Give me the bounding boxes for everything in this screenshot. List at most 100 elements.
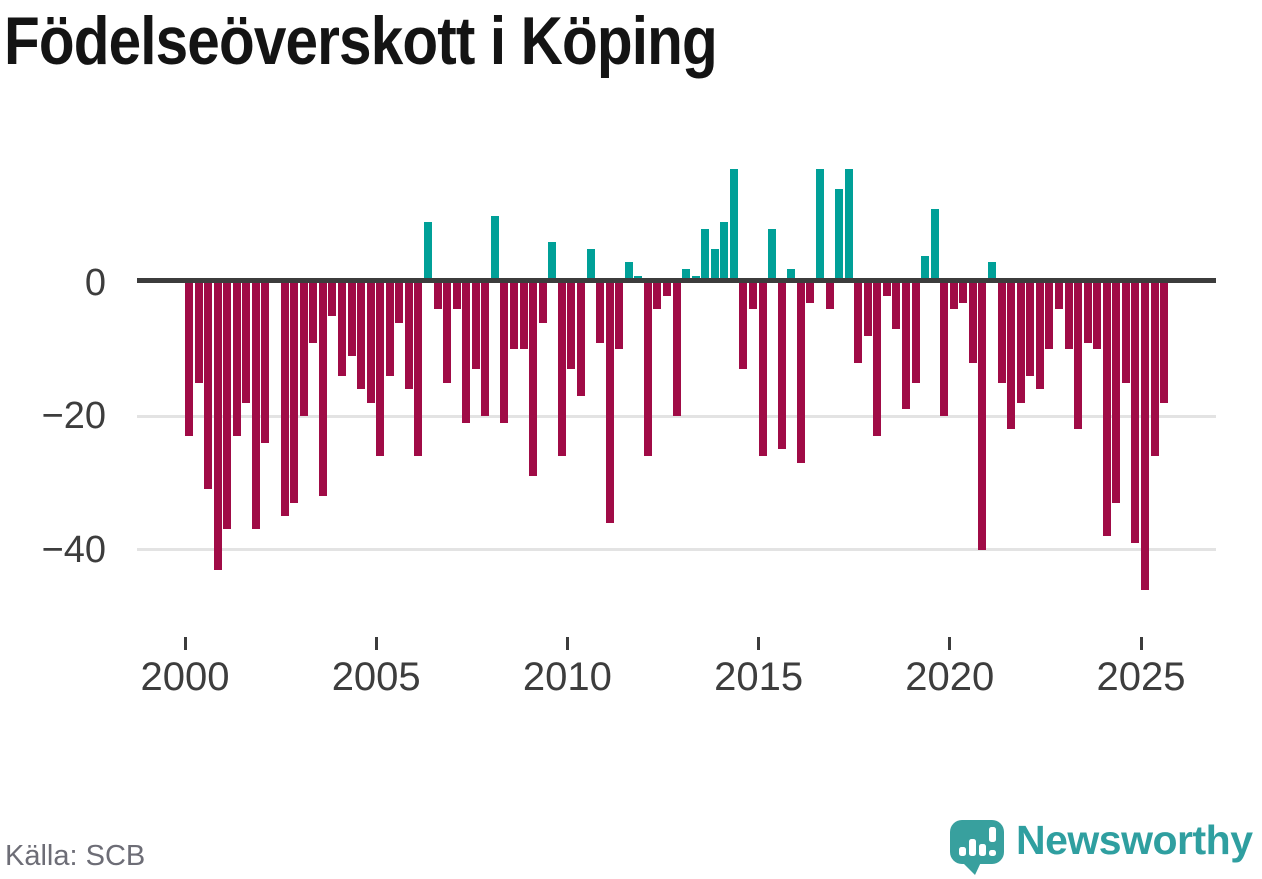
negative-bar	[290, 282, 299, 503]
positive-bar	[988, 262, 997, 283]
negative-bar	[318, 282, 327, 497]
negative-bar	[462, 282, 471, 423]
negative-bar	[452, 282, 461, 310]
negative-bar	[223, 282, 232, 530]
positive-bar	[682, 269, 691, 283]
negative-bar	[337, 282, 346, 376]
logo-exclamation-dot-icon	[989, 850, 996, 856]
positive-bar	[586, 249, 595, 283]
y-axis-tick-label: −20	[41, 395, 106, 437]
x-axis-tick-mark	[1139, 637, 1143, 650]
negative-bar	[366, 282, 375, 403]
positive-bar	[787, 269, 796, 283]
positive-bar	[624, 262, 633, 283]
negative-bar	[347, 282, 356, 356]
negative-bar	[395, 282, 404, 323]
negative-bar	[1093, 282, 1102, 350]
x-axis-tick-label: 2025	[1096, 655, 1186, 699]
negative-bar	[194, 282, 203, 383]
negative-bar	[500, 282, 509, 423]
x-axis-tick-label: 2015	[714, 655, 804, 699]
y-axis-tick-label: −40	[41, 528, 106, 571]
negative-bar	[443, 282, 452, 383]
positive-bar	[835, 189, 844, 283]
negative-bar	[1121, 282, 1130, 383]
negative-bar	[1150, 282, 1159, 457]
negative-bar	[911, 282, 920, 383]
negative-bar	[777, 282, 786, 450]
negative-bar	[510, 282, 519, 350]
negative-bar	[739, 282, 748, 370]
negative-bar	[882, 282, 891, 296]
negative-bar	[1035, 282, 1044, 390]
negative-bar	[663, 282, 671, 296]
negative-bar	[1074, 282, 1083, 430]
positive-bar	[815, 169, 824, 283]
negative-bar	[672, 282, 681, 416]
negative-bar	[385, 282, 394, 376]
positive-bar	[548, 242, 557, 283]
negative-bar	[471, 282, 480, 370]
negative-bar	[978, 282, 987, 550]
negative-bar	[758, 282, 767, 457]
negative-bar	[251, 282, 260, 530]
positive-bar	[921, 255, 930, 283]
newsworthy-chart-speech-bubble-icon	[950, 820, 1004, 864]
zero-axis-line	[137, 278, 1216, 283]
x-axis-tick-mark	[757, 637, 761, 650]
x-axis-tick-mark	[374, 637, 378, 650]
negative-bar	[1112, 282, 1121, 503]
negative-bar	[940, 282, 949, 416]
negative-bar	[796, 282, 805, 463]
negative-bar	[873, 282, 882, 437]
newsworthy-logo-text: Newsworthy	[1016, 817, 1253, 863]
negative-bar	[643, 282, 652, 457]
logo-exclamation-icon	[989, 827, 996, 842]
negative-bar	[357, 282, 366, 390]
positive-bar	[710, 249, 719, 283]
negative-bar	[1016, 282, 1025, 403]
negative-bar	[605, 282, 614, 523]
negative-bar	[1064, 282, 1073, 350]
negative-bar	[949, 282, 958, 310]
logo-speech-tail	[960, 860, 982, 875]
x-axis-tick-label: 2005	[331, 655, 421, 699]
negative-bar	[529, 282, 538, 477]
positive-bar	[844, 169, 853, 283]
negative-bar	[615, 282, 624, 350]
positive-bar	[720, 222, 729, 283]
negative-bar	[1141, 282, 1149, 590]
chart-title: Födelseöverskott i Köping	[4, 3, 718, 79]
negative-bar	[825, 282, 834, 310]
negative-bar	[280, 282, 289, 517]
x-axis-tick-mark	[565, 637, 569, 650]
negative-bar	[1131, 282, 1140, 543]
negative-bar	[213, 282, 222, 570]
y-axis-tick-label: 0	[84, 261, 106, 304]
negative-bar	[968, 282, 977, 363]
negative-bar	[309, 282, 318, 343]
negative-bar	[576, 282, 585, 396]
positive-bar	[729, 169, 738, 283]
positive-bar	[768, 229, 777, 283]
negative-bar	[902, 282, 910, 410]
negative-bar	[414, 282, 423, 457]
negative-bar	[232, 282, 241, 437]
negative-bar	[204, 282, 213, 490]
negative-bar	[404, 282, 413, 390]
negative-bar	[1026, 282, 1035, 376]
negative-bar	[567, 282, 576, 370]
negative-bar	[519, 282, 528, 350]
negative-bar	[596, 282, 605, 343]
negative-bar	[1045, 282, 1054, 350]
negative-bar	[1160, 282, 1169, 403]
x-axis-tick-label: 2000	[140, 655, 230, 699]
x-axis-tick-label: 2010	[522, 655, 612, 699]
negative-bar	[538, 282, 547, 323]
negative-bar	[261, 282, 270, 443]
gridline--40	[137, 548, 1216, 551]
source-label: Källa: SCB	[5, 840, 146, 872]
positive-bar	[424, 222, 432, 283]
negative-bar	[854, 282, 863, 363]
